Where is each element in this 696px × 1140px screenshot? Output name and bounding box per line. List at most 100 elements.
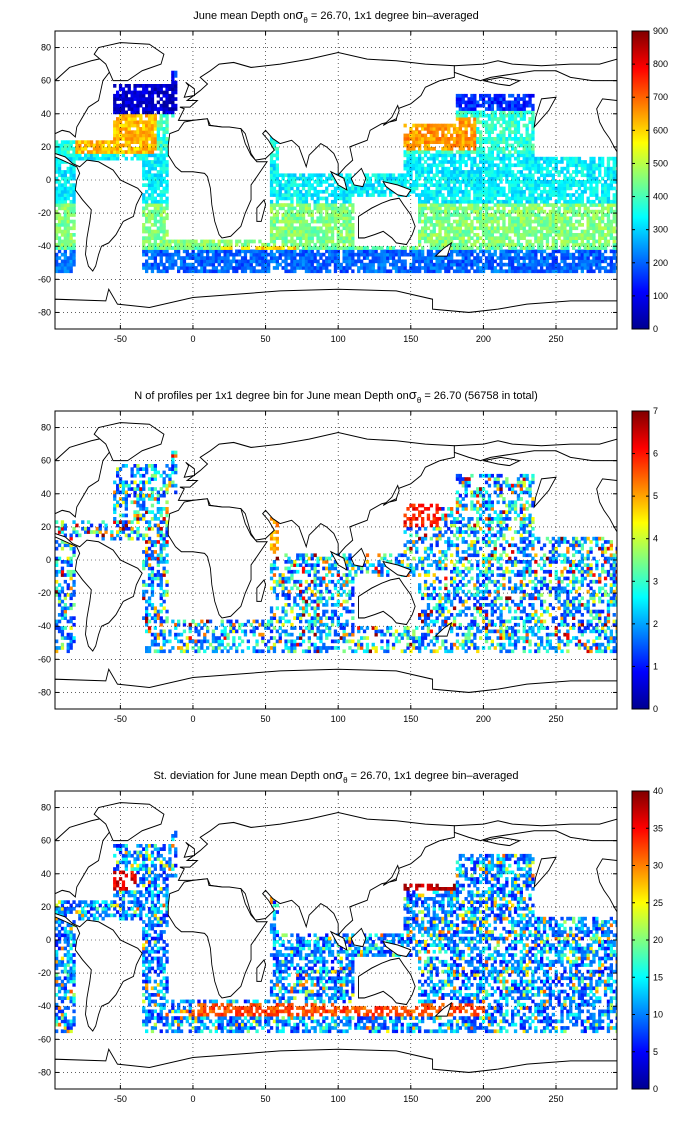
data-cell bbox=[481, 150, 486, 154]
data-cell bbox=[487, 183, 492, 187]
data-cell bbox=[63, 216, 67, 221]
data-cell bbox=[55, 203, 59, 207]
data-cell bbox=[142, 140, 146, 144]
data-cell bbox=[502, 173, 506, 178]
data-cell bbox=[246, 242, 250, 247]
data-cell bbox=[490, 186, 494, 191]
data-cell bbox=[476, 256, 480, 260]
data-cell bbox=[487, 180, 492, 184]
data-cell bbox=[470, 236, 474, 240]
data-cell bbox=[269, 259, 274, 264]
data-cell bbox=[118, 123, 123, 128]
data-cell bbox=[432, 189, 436, 194]
data-cell bbox=[330, 203, 335, 207]
data-cell bbox=[429, 239, 433, 244]
data-cell bbox=[165, 242, 169, 247]
data-cell bbox=[499, 140, 503, 144]
data-cell bbox=[592, 246, 596, 250]
data-cell bbox=[72, 166, 76, 171]
data-cell bbox=[319, 176, 323, 181]
data-cell bbox=[63, 180, 67, 184]
data-cell bbox=[458, 206, 462, 211]
data-cell bbox=[156, 84, 160, 88]
data-cell bbox=[322, 219, 326, 224]
data-cell bbox=[116, 90, 120, 95]
data-cell bbox=[223, 259, 227, 264]
data-cell bbox=[322, 173, 326, 178]
data-cell bbox=[153, 252, 157, 257]
data-cell bbox=[313, 233, 317, 237]
data-cell bbox=[284, 173, 288, 178]
data-cell bbox=[598, 216, 602, 221]
data-cell bbox=[473, 93, 477, 98]
data-cell bbox=[171, 252, 175, 257]
data-cell bbox=[116, 123, 120, 128]
data-cell bbox=[278, 180, 282, 184]
data-cell bbox=[348, 646, 352, 650]
data-cell bbox=[389, 180, 393, 184]
data-cell bbox=[513, 249, 518, 254]
data-cell bbox=[156, 642, 160, 647]
data-cell bbox=[84, 156, 88, 161]
data-cell bbox=[159, 199, 163, 204]
data-cell bbox=[258, 256, 262, 260]
data-cell bbox=[423, 226, 428, 231]
data-cell bbox=[525, 140, 529, 144]
data-cell bbox=[476, 146, 480, 151]
data-cell bbox=[57, 183, 62, 187]
data-cell bbox=[66, 266, 70, 270]
data-cell bbox=[313, 180, 317, 184]
data-cell bbox=[118, 127, 123, 131]
data-cell bbox=[217, 246, 221, 250]
data-cell bbox=[461, 216, 465, 221]
data-cell bbox=[589, 236, 593, 240]
data-cell bbox=[513, 180, 518, 184]
data-cell bbox=[502, 163, 506, 168]
data-cell bbox=[328, 203, 332, 207]
data-cell bbox=[516, 193, 521, 197]
data-cell bbox=[69, 193, 73, 197]
data-cell bbox=[421, 127, 425, 131]
data-cell bbox=[142, 163, 146, 168]
data-cell bbox=[380, 183, 384, 187]
data-cell bbox=[496, 206, 500, 211]
data-cell bbox=[299, 259, 303, 264]
data-cell bbox=[519, 236, 523, 240]
data-cell bbox=[95, 150, 99, 154]
data-cell bbox=[444, 239, 448, 244]
data-cell bbox=[577, 219, 582, 224]
data-cell bbox=[348, 262, 352, 267]
data-cell bbox=[307, 186, 311, 191]
data-cell bbox=[136, 110, 140, 115]
data-cell bbox=[606, 213, 611, 217]
data-cell bbox=[426, 150, 431, 154]
data-cell bbox=[583, 206, 587, 211]
title-suffix: = 26.70 (56758 in total) bbox=[421, 390, 538, 402]
data-cell bbox=[487, 153, 492, 158]
data-cell bbox=[441, 246, 445, 250]
data-cell bbox=[540, 209, 544, 214]
data-cell bbox=[284, 189, 288, 194]
data-cell bbox=[490, 137, 494, 141]
data-cell bbox=[319, 252, 323, 257]
data-cell bbox=[508, 120, 512, 125]
data-cell bbox=[72, 242, 76, 247]
data-cell bbox=[458, 166, 462, 171]
data-cell bbox=[473, 226, 477, 231]
data-cell bbox=[421, 170, 425, 174]
data-cell bbox=[55, 242, 59, 247]
data-cell bbox=[615, 189, 617, 194]
data-cell bbox=[319, 649, 323, 654]
data-cell bbox=[545, 256, 550, 260]
data-cell bbox=[557, 236, 561, 240]
data-cell bbox=[452, 123, 457, 128]
data-cell bbox=[229, 646, 233, 650]
data-cell bbox=[351, 186, 355, 191]
data-cell bbox=[458, 186, 462, 191]
data-cell bbox=[493, 100, 497, 105]
data-cell bbox=[310, 216, 314, 221]
data-cell bbox=[566, 219, 570, 224]
grid-lines bbox=[55, 31, 617, 329]
data-cell bbox=[185, 256, 189, 260]
data-cell bbox=[566, 216, 570, 221]
